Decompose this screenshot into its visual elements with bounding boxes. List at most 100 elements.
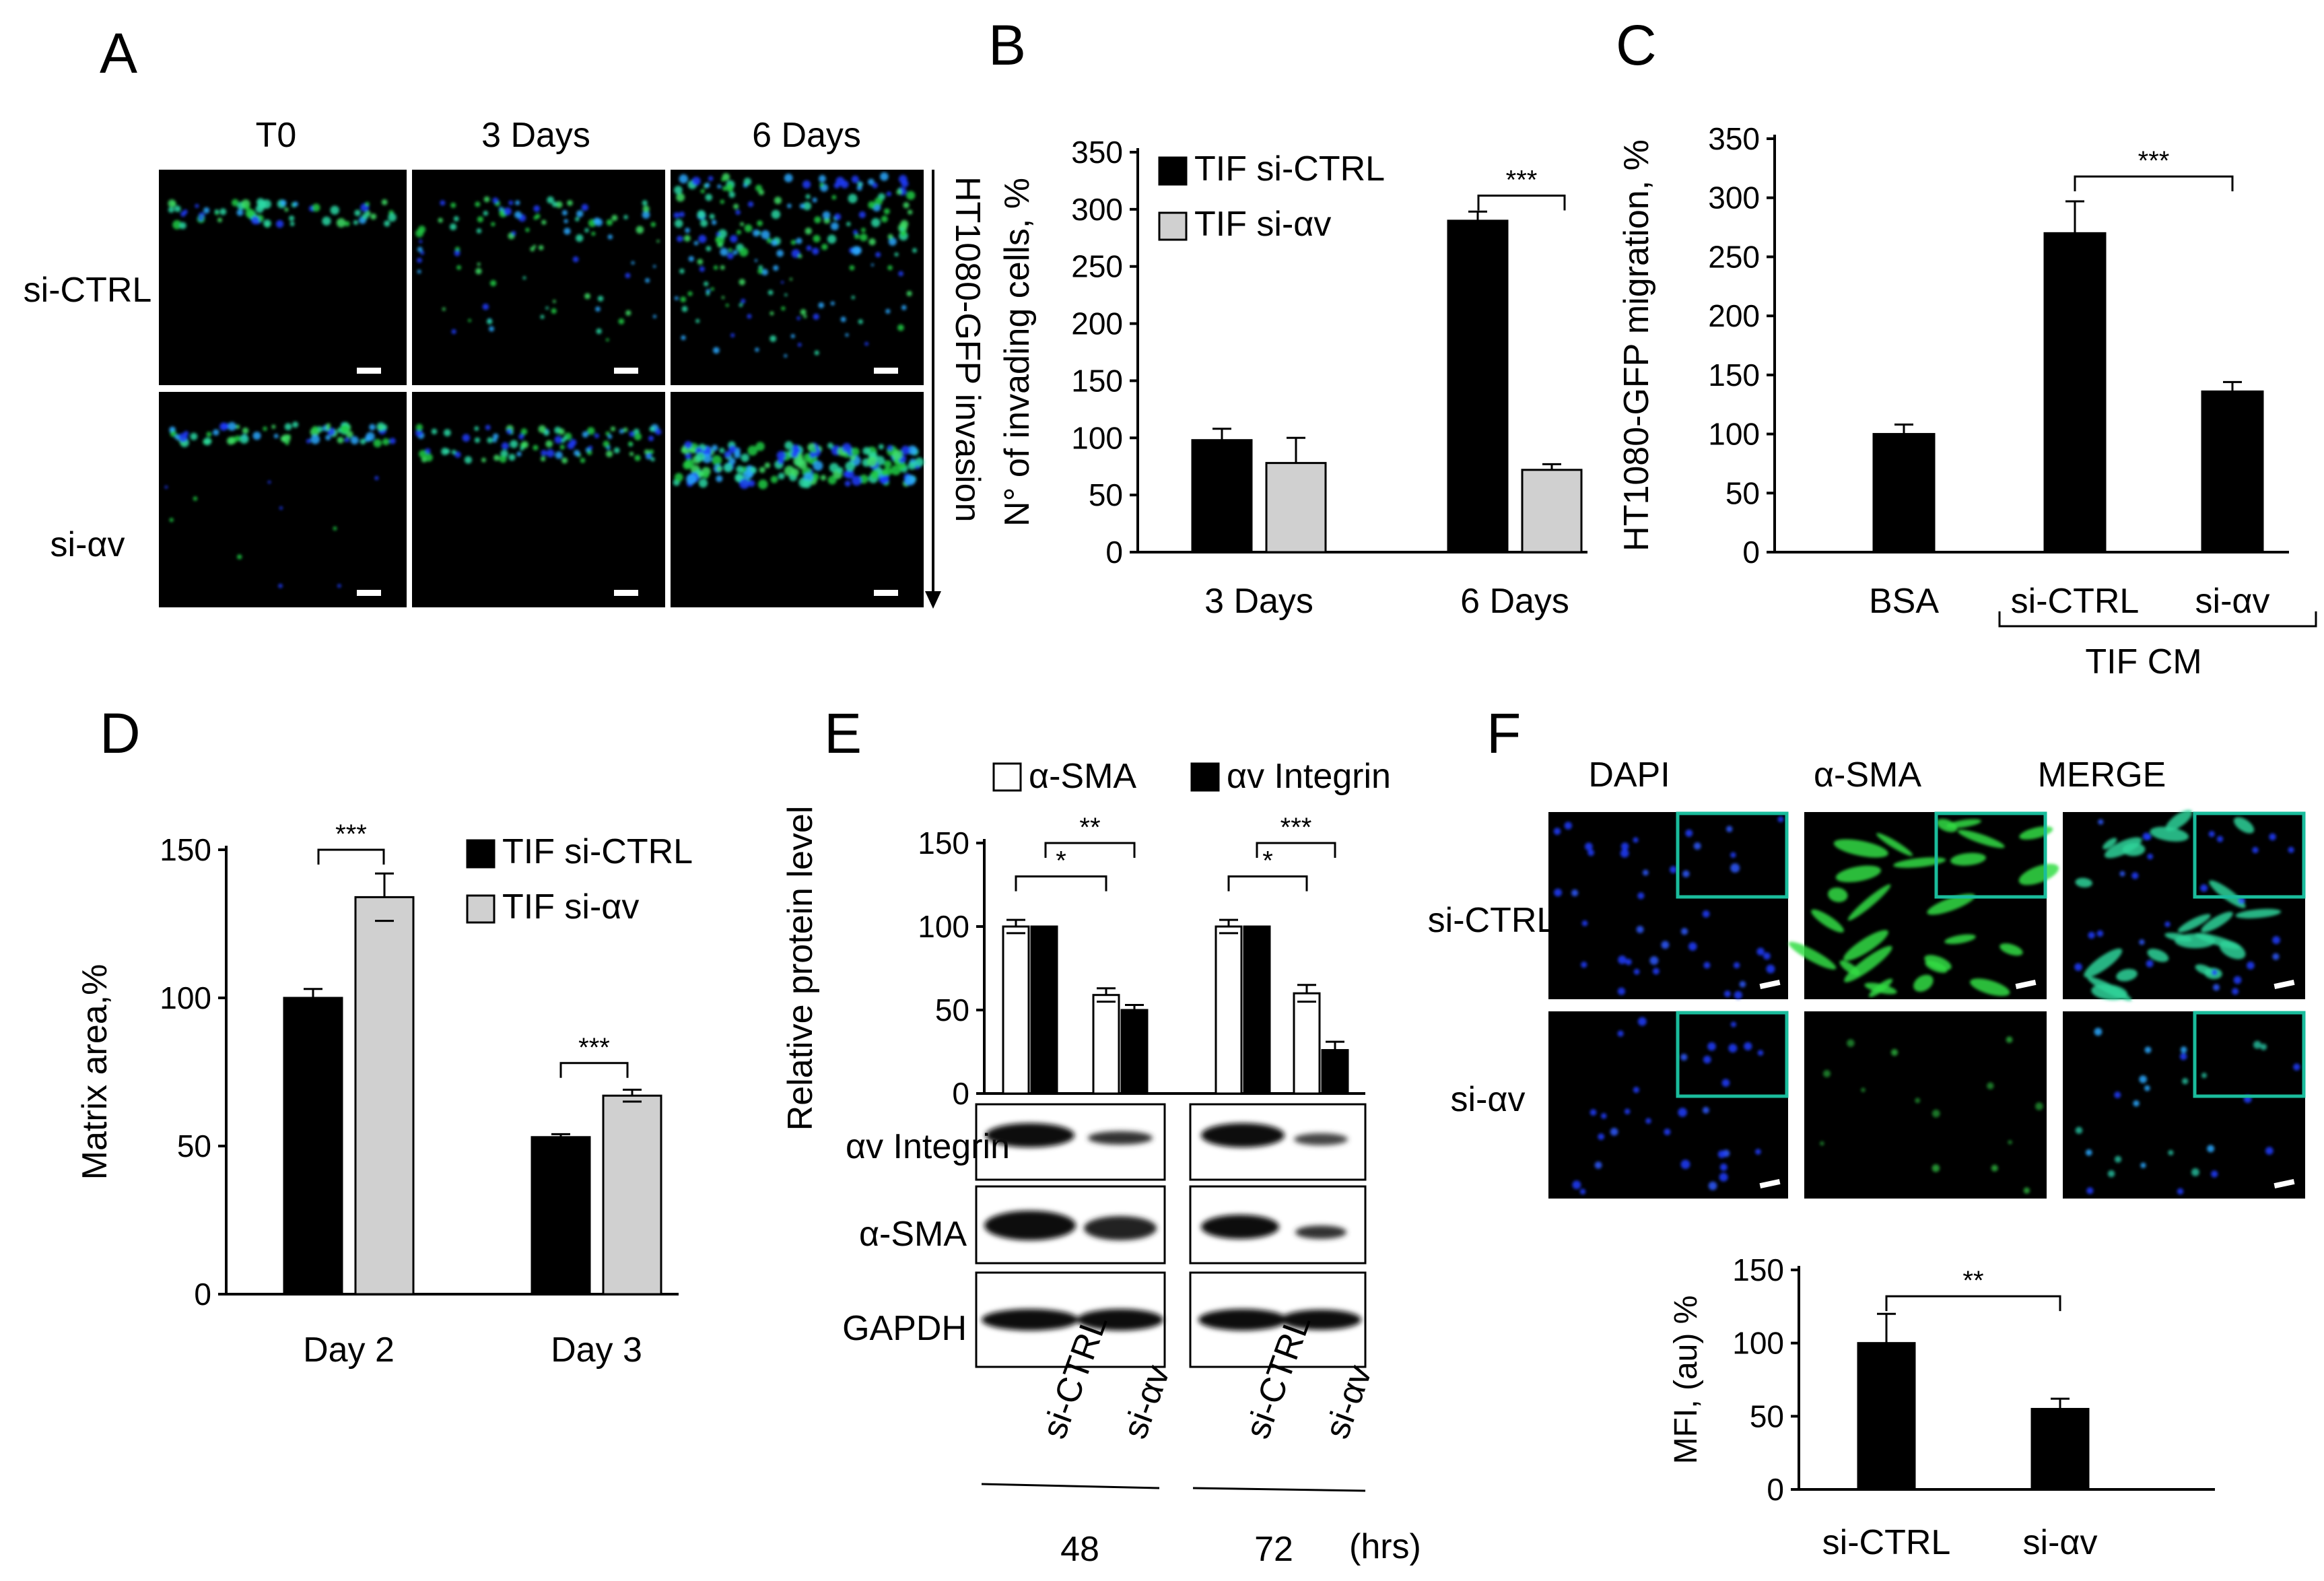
nucleus bbox=[2114, 1091, 2121, 1099]
cell bbox=[179, 222, 186, 230]
cell bbox=[905, 474, 916, 485]
cell bbox=[757, 268, 763, 274]
cell bbox=[535, 213, 541, 219]
cell bbox=[388, 213, 397, 222]
y-tick-label: 50 bbox=[1725, 475, 1760, 510]
f-inset bbox=[1676, 1011, 1789, 1098]
nucleus bbox=[2085, 1149, 2092, 1156]
fiber bbox=[1823, 1070, 1831, 1078]
cell bbox=[868, 201, 876, 209]
cell bbox=[880, 475, 888, 483]
cell bbox=[360, 438, 366, 445]
cell bbox=[778, 472, 785, 480]
cell bbox=[799, 203, 805, 209]
cell bbox=[831, 195, 837, 200]
cell bbox=[708, 176, 714, 182]
cell bbox=[711, 444, 718, 451]
cell bbox=[168, 199, 176, 208]
cell bbox=[673, 212, 680, 219]
scale-bar bbox=[2274, 979, 2295, 990]
y-tick-label: 0 bbox=[1105, 535, 1123, 570]
cell bbox=[451, 329, 456, 335]
y-tick-label: 0 bbox=[952, 1076, 969, 1111]
y-tick-label: 100 bbox=[1071, 420, 1123, 455]
cell bbox=[864, 341, 868, 346]
cell bbox=[695, 318, 700, 323]
a-image-siav-3days bbox=[412, 392, 665, 607]
cell bbox=[489, 279, 497, 287]
cell bbox=[888, 237, 897, 246]
nucleus bbox=[2233, 976, 2242, 984]
bar bbox=[2030, 1407, 2090, 1491]
fiber bbox=[1890, 1048, 1899, 1056]
cell bbox=[776, 249, 784, 257]
f-inset bbox=[1676, 811, 1789, 899]
cell bbox=[656, 240, 660, 243]
cell bbox=[636, 226, 644, 234]
cell bbox=[712, 455, 722, 466]
cell bbox=[605, 431, 611, 436]
cell bbox=[594, 218, 603, 226]
nucleus bbox=[2086, 1187, 2094, 1195]
cell bbox=[506, 428, 512, 434]
cell bbox=[491, 222, 495, 227]
panel-label-b: B bbox=[988, 13, 1026, 77]
cell bbox=[648, 449, 654, 455]
cell bbox=[219, 208, 227, 215]
nucleus bbox=[1624, 1108, 1631, 1114]
legend-swatch bbox=[1190, 762, 1220, 792]
cell bbox=[805, 227, 812, 235]
blot-asma-48 bbox=[975, 1185, 1166, 1265]
fiber bbox=[1925, 960, 1948, 973]
nucleus bbox=[1637, 1017, 1647, 1026]
cell bbox=[870, 470, 880, 479]
cell bbox=[164, 485, 168, 489]
cell bbox=[735, 209, 741, 215]
cell bbox=[761, 269, 768, 276]
fiber bbox=[1944, 934, 1976, 945]
cell bbox=[284, 207, 289, 212]
cell bbox=[862, 446, 870, 455]
nucleus bbox=[1777, 816, 1784, 823]
cell bbox=[576, 234, 584, 242]
cell bbox=[712, 347, 720, 354]
band bbox=[984, 1211, 1076, 1240]
nucleus bbox=[2088, 931, 2095, 939]
cell bbox=[717, 184, 722, 189]
cell bbox=[858, 319, 863, 325]
cell bbox=[499, 455, 507, 463]
cell bbox=[870, 263, 875, 267]
significance-label: *** bbox=[1506, 165, 1538, 195]
cell bbox=[613, 447, 620, 454]
cell bbox=[718, 229, 728, 238]
fiber bbox=[2233, 817, 2255, 834]
cell bbox=[680, 296, 687, 303]
band bbox=[1077, 1309, 1163, 1331]
nucleus bbox=[1703, 1055, 1711, 1064]
cell bbox=[822, 211, 831, 220]
cell bbox=[312, 203, 320, 212]
y-tick-label: 250 bbox=[1708, 239, 1760, 274]
nucleus bbox=[1661, 941, 1670, 949]
cell bbox=[798, 254, 802, 259]
panel-label-c: C bbox=[1616, 13, 1657, 77]
cell bbox=[702, 471, 710, 479]
bar bbox=[1092, 994, 1120, 1095]
cell bbox=[378, 425, 383, 430]
a-col-6days: 6 Days bbox=[752, 116, 861, 155]
cell bbox=[483, 196, 490, 203]
cell bbox=[776, 450, 786, 461]
cell bbox=[575, 217, 580, 222]
bar bbox=[1215, 925, 1243, 1095]
cell bbox=[739, 279, 745, 285]
fiber bbox=[1820, 1141, 1824, 1146]
cell bbox=[384, 220, 390, 227]
band bbox=[986, 1123, 1074, 1147]
significance-bracket bbox=[1256, 842, 1336, 858]
cell bbox=[508, 453, 516, 461]
nucleus bbox=[2201, 1073, 2207, 1079]
cell bbox=[362, 213, 369, 220]
a-row-siav: si-αv bbox=[50, 525, 125, 564]
cell bbox=[306, 438, 311, 444]
cell bbox=[482, 303, 489, 310]
